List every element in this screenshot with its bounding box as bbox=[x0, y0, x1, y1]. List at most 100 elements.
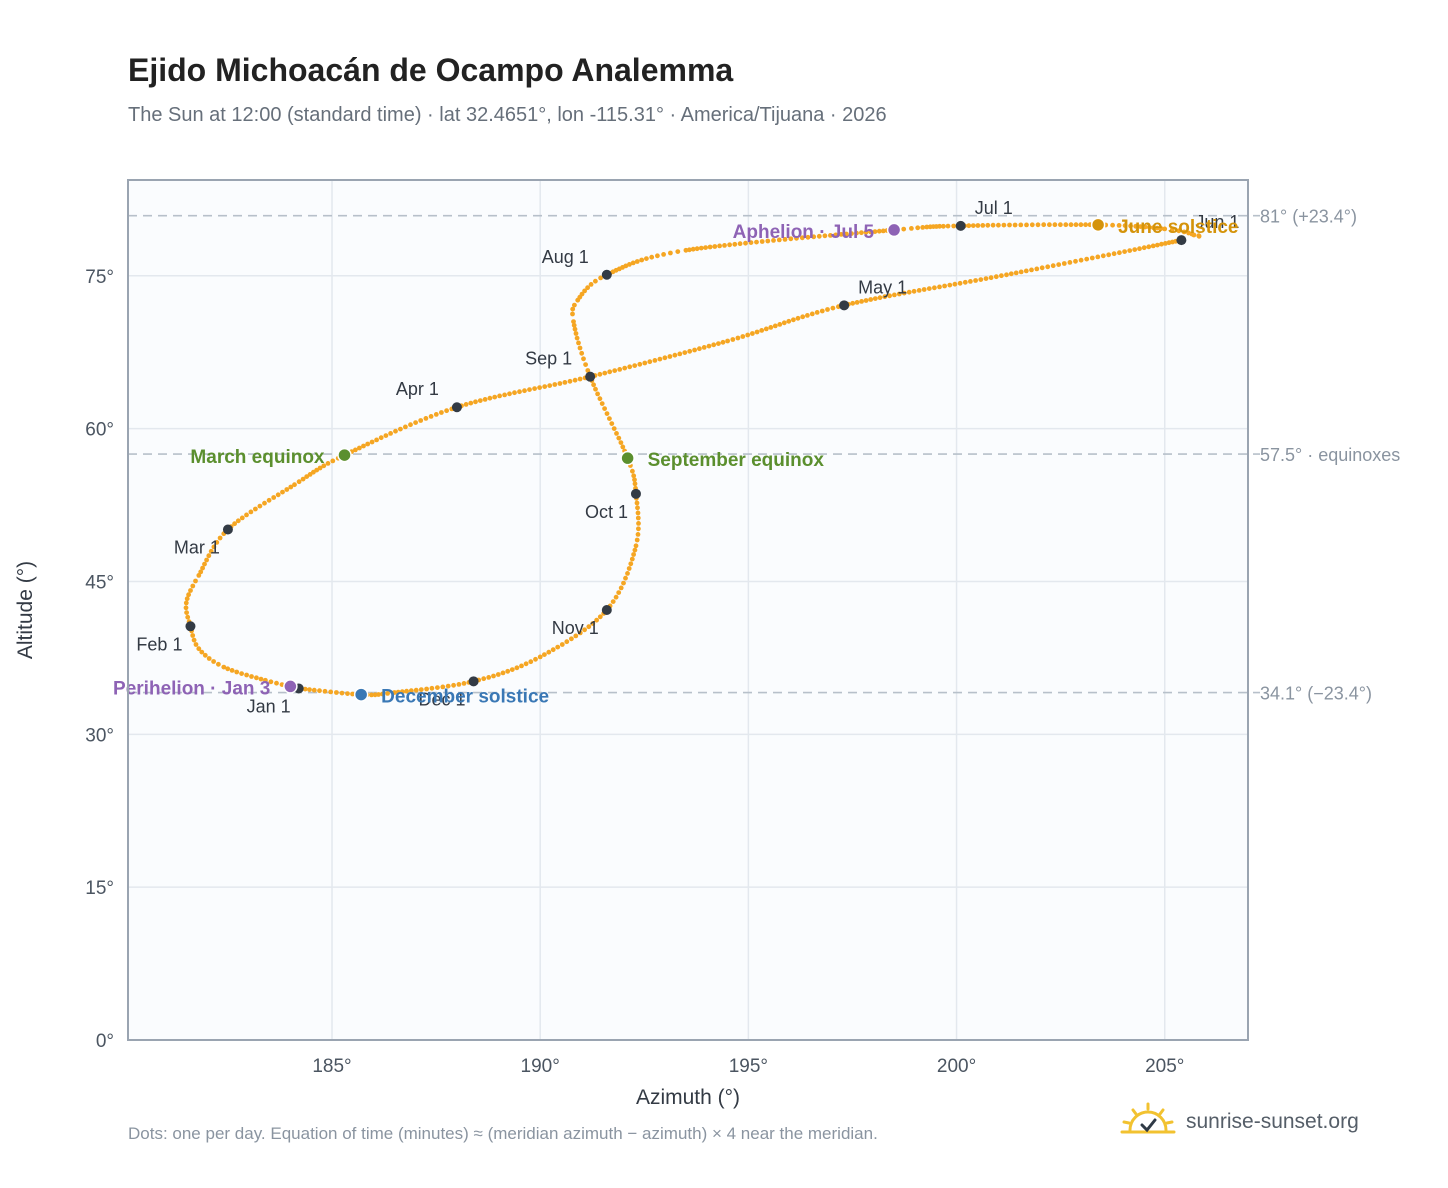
daily-dot bbox=[196, 646, 202, 652]
daily-dot bbox=[854, 230, 859, 236]
daily-dot bbox=[868, 297, 874, 302]
daily-dot bbox=[1034, 266, 1040, 272]
daily-dot bbox=[451, 682, 456, 688]
daily-dot bbox=[576, 340, 581, 346]
daily-dot bbox=[859, 230, 864, 236]
daily-dot bbox=[254, 675, 259, 681]
daily-dot bbox=[727, 242, 732, 248]
brand-logo[interactable]: sunrise-sunset.org bbox=[1120, 1102, 1359, 1142]
daily-dot bbox=[1110, 222, 1115, 228]
daily-dot bbox=[1018, 269, 1024, 275]
daily-dot bbox=[444, 408, 449, 414]
month-label: Aug 1 bbox=[542, 247, 589, 267]
daily-dot bbox=[850, 300, 856, 306]
reference-line-label: 34.1° (−23.4°) bbox=[1260, 684, 1372, 704]
daily-dot bbox=[776, 237, 782, 243]
daily-dot bbox=[745, 332, 751, 338]
daily-dot bbox=[915, 225, 921, 231]
daily-dot bbox=[980, 223, 986, 228]
daily-dot bbox=[872, 296, 878, 301]
daily-dot bbox=[514, 665, 520, 671]
daily-dot bbox=[622, 365, 628, 371]
daily-dot bbox=[872, 229, 878, 235]
daily-dot bbox=[199, 649, 205, 655]
daily-dot bbox=[868, 229, 874, 235]
daily-dot bbox=[687, 348, 693, 354]
daily-dot bbox=[393, 428, 398, 434]
daily-dot bbox=[1078, 222, 1084, 228]
month-label: Mar 1 bbox=[174, 538, 220, 558]
x-axis-label: Azimuth (°) bbox=[636, 1086, 740, 1109]
daily-dot bbox=[575, 297, 581, 303]
daily-dot bbox=[183, 600, 189, 606]
daily-dot bbox=[517, 389, 522, 395]
daily-dot bbox=[737, 241, 743, 247]
month-point bbox=[1176, 235, 1187, 246]
daily-dot bbox=[805, 234, 811, 240]
daily-dot bbox=[582, 627, 587, 633]
daily-dot bbox=[383, 433, 389, 438]
month-label: Jun 1 bbox=[1195, 212, 1239, 232]
daily-dot bbox=[585, 285, 590, 291]
daily-dot bbox=[1008, 271, 1014, 277]
daily-dot bbox=[1073, 258, 1078, 264]
daily-dot bbox=[617, 367, 623, 372]
daily-dot bbox=[863, 229, 869, 235]
daily-dot bbox=[593, 386, 598, 392]
daily-dot bbox=[456, 682, 462, 687]
daily-dot bbox=[628, 561, 634, 567]
daily-dot bbox=[921, 287, 927, 292]
daily-dot bbox=[621, 580, 626, 586]
daily-dot bbox=[607, 416, 612, 421]
daily-dot bbox=[418, 687, 424, 692]
daily-dot bbox=[941, 223, 946, 229]
daily-dot bbox=[190, 633, 196, 638]
daily-dot bbox=[609, 421, 615, 426]
special-label: December solstice bbox=[381, 687, 549, 708]
daily-dot bbox=[300, 476, 306, 482]
daily-dot bbox=[616, 435, 622, 441]
y-tick-label: 45° bbox=[85, 572, 114, 593]
daily-dot bbox=[239, 515, 245, 521]
daily-dot bbox=[275, 492, 281, 498]
daily-dot bbox=[395, 689, 401, 695]
daily-dot bbox=[571, 319, 576, 324]
daily-dot bbox=[423, 416, 429, 421]
daily-dot bbox=[200, 565, 206, 571]
daily-dot bbox=[1056, 262, 1062, 267]
daily-dot bbox=[692, 347, 697, 353]
daily-dot bbox=[206, 553, 212, 559]
daily-dot bbox=[672, 352, 678, 358]
x-tick-label: 185° bbox=[312, 1056, 351, 1077]
special-label: Perihelion · Jan 3 bbox=[113, 678, 270, 699]
daily-dot bbox=[321, 463, 327, 469]
daily-dot bbox=[828, 233, 833, 238]
daily-dot bbox=[1142, 224, 1148, 230]
daily-dot bbox=[461, 681, 467, 686]
y-tick-label: 60° bbox=[85, 420, 114, 441]
daily-dot bbox=[350, 691, 355, 697]
daily-dot bbox=[522, 388, 527, 394]
daily-dot bbox=[288, 484, 294, 490]
daily-dot bbox=[1058, 222, 1063, 228]
daily-dot bbox=[1047, 222, 1052, 228]
daily-dot bbox=[1141, 245, 1147, 251]
daily-dot bbox=[369, 692, 374, 698]
daily-dot bbox=[610, 599, 616, 604]
daily-dot bbox=[611, 426, 617, 431]
daily-dot bbox=[966, 223, 972, 229]
daily-dot bbox=[607, 369, 613, 375]
daily-dot bbox=[307, 687, 312, 692]
daily-dot bbox=[372, 692, 378, 698]
daily-dot bbox=[662, 355, 668, 361]
daily-dot bbox=[353, 447, 358, 453]
daily-dot bbox=[284, 487, 290, 492]
daily-dot bbox=[996, 222, 1001, 228]
daily-dot bbox=[687, 247, 692, 253]
daily-dot bbox=[1023, 268, 1029, 274]
daily-dot bbox=[507, 391, 512, 397]
daily-dot bbox=[378, 435, 384, 441]
daily-dot bbox=[657, 356, 663, 362]
daily-dot bbox=[634, 259, 640, 264]
